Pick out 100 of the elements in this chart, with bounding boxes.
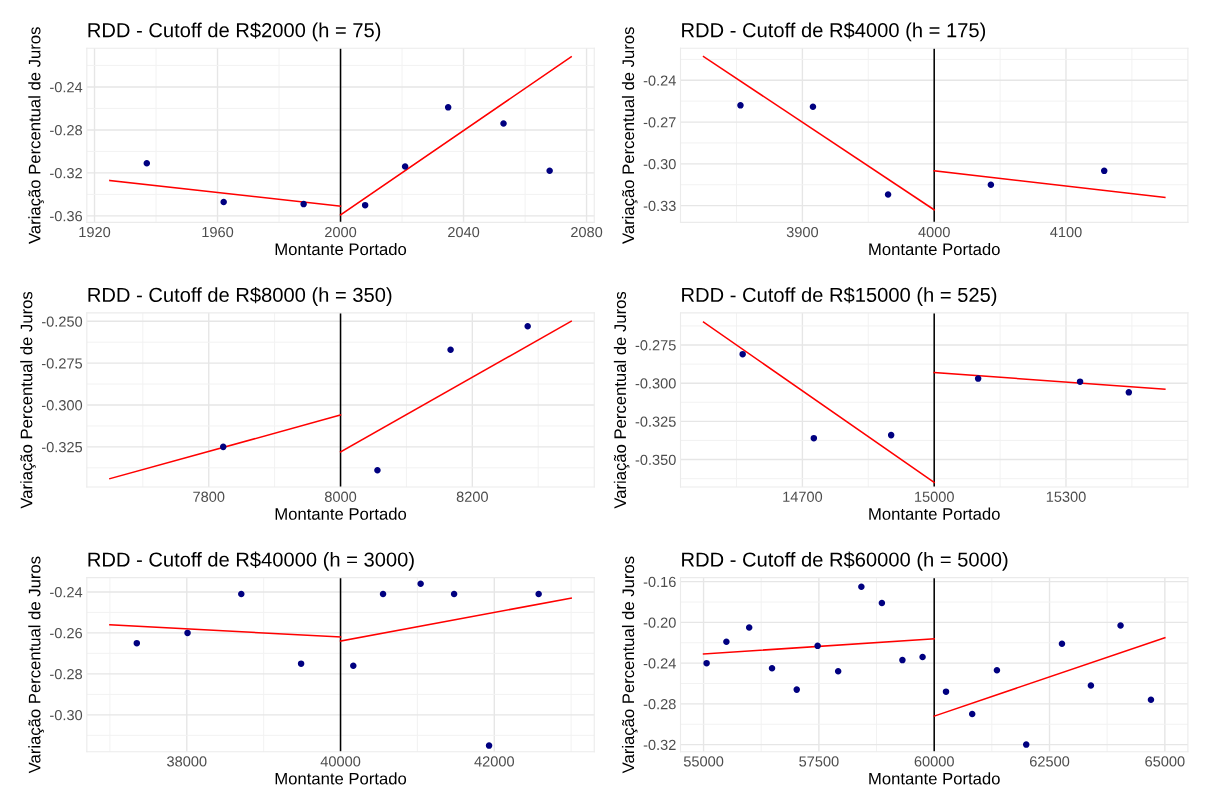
- point: [703, 659, 710, 667]
- y-tick-label: -0.275: [41, 358, 83, 369]
- point: [768, 664, 776, 672]
- point: [444, 104, 452, 111]
- point: [361, 201, 369, 209]
- x-tick-label: 1920: [79, 226, 111, 238]
- point: [899, 656, 906, 664]
- x-tick-label: 2040: [448, 226, 480, 238]
- y-tick-label: -0.28: [50, 668, 83, 680]
- point: [993, 667, 1001, 674]
- y-axis-title: Variação Percentual de Juros: [621, 27, 638, 244]
- y-tick-label: -0.24: [50, 82, 83, 93]
- y-axis-title: Variação Percentual de Juros: [28, 556, 44, 774]
- point: [834, 668, 842, 675]
- point: [133, 639, 141, 647]
- x-axis-title: Montante Portado: [869, 507, 1000, 520]
- x-axis-title: Montante Portado: [275, 242, 407, 256]
- y-tick-label: -0.20: [643, 617, 676, 628]
- x-tick-label: 42000: [474, 756, 515, 767]
- y-tick-label: -0.24: [50, 587, 83, 598]
- y-tick-label: -0.28: [50, 125, 83, 136]
- x-tick-label: 57500: [799, 756, 839, 767]
- x-tick-label: 38000: [167, 756, 207, 767]
- y-tick-label: -0.24: [643, 75, 676, 86]
- point: [1022, 741, 1030, 748]
- point: [987, 181, 995, 189]
- point: [810, 434, 818, 442]
- y-tick-label: -0.30: [643, 158, 676, 170]
- point: [524, 323, 531, 330]
- x-axis-title: Montante Portado: [869, 772, 1000, 785]
- y-tick-label: -0.26: [50, 628, 83, 639]
- x-tick-label: 4100: [1050, 226, 1082, 238]
- x-tick-label: 55000: [683, 756, 724, 767]
- y-axis-title: Variação Percentual de Juros: [20, 291, 36, 509]
- x-tick-label: 8200: [456, 491, 488, 502]
- point: [968, 710, 976, 718]
- point: [447, 346, 454, 354]
- x-axis-title: Montante Portado: [275, 772, 407, 785]
- point: [745, 624, 753, 631]
- x-tick-label: 14700: [783, 491, 823, 502]
- x-tick-label: 40000: [320, 756, 361, 767]
- y-tick-label: -0.275: [635, 340, 676, 351]
- x-tick-label: 60000: [914, 756, 954, 767]
- x-tick-label: 8000: [324, 491, 357, 502]
- y-tick-label: -0.30: [50, 709, 83, 721]
- x-tick-label: 1960: [202, 226, 234, 238]
- point: [878, 599, 886, 607]
- chart-title: RDD - Cutoff de R$15000 (h = 525): [682, 286, 997, 306]
- point: [379, 590, 387, 598]
- point: [942, 688, 950, 695]
- x-axis-title: Montante Portado: [275, 507, 407, 520]
- point: [739, 350, 746, 358]
- chart-title: RDD - Cutoff de R$4000 (h = 175): [682, 22, 986, 42]
- y-tick-label: -0.28: [643, 698, 676, 710]
- x-tick-label: 65000: [1145, 756, 1185, 767]
- point: [1117, 622, 1124, 629]
- y-tick-label: -0.300: [635, 378, 676, 389]
- y-tick-label: -0.300: [41, 400, 83, 411]
- x-tick-label: 62500: [1029, 756, 1070, 767]
- x-tick-label: 2000: [325, 226, 357, 238]
- x-tick-label: 4000: [918, 226, 950, 238]
- point: [500, 120, 507, 127]
- x-tick-label: 3900: [786, 226, 819, 238]
- point: [1147, 696, 1155, 704]
- point: [143, 160, 151, 167]
- point: [858, 583, 865, 591]
- y-tick-label: -0.16: [643, 576, 676, 588]
- y-tick-label: -0.36: [50, 211, 83, 222]
- point: [220, 198, 227, 206]
- y-axis-title: Variação Percentual de Juros: [28, 27, 44, 244]
- point: [809, 103, 817, 111]
- point: [417, 580, 424, 588]
- point: [401, 163, 409, 170]
- point: [238, 590, 245, 598]
- point: [1100, 167, 1108, 175]
- chart-title: RDD - Cutoff de R$8000 (h = 350): [88, 286, 392, 306]
- point: [1125, 389, 1133, 396]
- point: [219, 443, 227, 451]
- chart-title: RDD - Cutoff de R$40000 (h = 3000): [88, 551, 414, 571]
- x-tick-label: 15300: [1046, 491, 1086, 502]
- point: [887, 431, 895, 439]
- point: [184, 629, 191, 637]
- y-tick-label: -0.33: [643, 200, 676, 212]
- point: [535, 590, 542, 598]
- point: [793, 686, 800, 693]
- y-axis-title: Variação Percentual de Juros: [621, 556, 638, 774]
- point: [374, 467, 381, 474]
- point: [919, 653, 926, 661]
- point: [297, 660, 305, 667]
- y-tick-label: -0.350: [635, 454, 676, 465]
- point: [884, 191, 892, 198]
- chart-title: RDD - Cutoff de R$2000 (h = 75): [88, 22, 381, 42]
- y-tick-label: -0.250: [41, 316, 83, 327]
- point: [1076, 378, 1084, 385]
- x-tick-label: 15000: [915, 491, 954, 502]
- point: [485, 742, 493, 749]
- point: [974, 375, 982, 382]
- point: [300, 200, 307, 208]
- y-tick-label: -0.325: [41, 441, 83, 453]
- y-tick-label: -0.325: [635, 416, 676, 427]
